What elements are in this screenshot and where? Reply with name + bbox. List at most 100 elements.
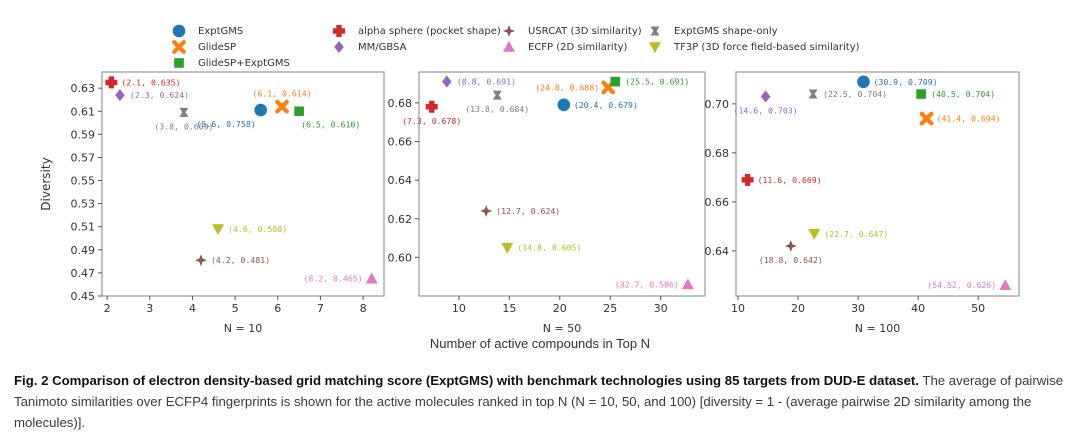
data-point — [916, 89, 926, 99]
legend-label: ECFP (2D similarity) — [528, 41, 628, 53]
data-point — [919, 111, 934, 126]
x-tick-label: 3 — [146, 302, 153, 315]
data-point — [194, 254, 207, 267]
data-label: (32.7, 0.586) — [615, 279, 679, 289]
x-tick-label: 25 — [603, 302, 617, 315]
shared-x-axis-label: Number of active compounds in Top N — [429, 336, 651, 351]
y-tick-label: 0.55 — [71, 175, 96, 188]
data-point — [115, 89, 125, 102]
data-label: (22.5, 0.704) — [823, 89, 887, 99]
data-label: (13.8, 0.684) — [465, 104, 529, 114]
data-label: (6.1, 0.614) — [252, 89, 311, 99]
legend-item: ExptGMS — [172, 24, 243, 38]
y-tick-label: 0.49 — [71, 244, 96, 257]
data-point — [808, 89, 818, 99]
y-tick-label: 0.62 — [388, 213, 413, 226]
scatter-panel-3: 10 20 30 40 50 0.64 0.66 0.68 0.70 N = 100 (30.9, … — [705, 71, 1020, 335]
data-label: (6.5, 0.610) — [301, 119, 360, 129]
data-label: (41.4, 0.694) — [937, 114, 1001, 124]
legend-item: GlideSP — [172, 40, 236, 54]
legend-label: alpha sphere (pocket shape) — [358, 25, 501, 37]
y-axis-label: Diversity — [39, 157, 53, 210]
data-point — [105, 76, 118, 89]
legend-item: GlideSP+ExptGMS — [172, 56, 290, 70]
x-tick-label: 15 — [502, 302, 516, 315]
data-label: (14.6, 0.703) — [734, 106, 798, 116]
y-tick-label: 0.61 — [71, 105, 96, 118]
data-label: (18.8, 0.642) — [759, 255, 823, 265]
data-point — [442, 75, 452, 88]
legend-label: ExptGMS — [198, 25, 244, 37]
y-tick-label: 0.60 — [388, 251, 413, 264]
legend-marker-icon — [650, 26, 660, 36]
figure-panels: Diversity 2 3 4 5 6 7 8 0.45 0.47 0.49 0.51 0.53 0.5… — [39, 71, 1020, 335]
data-label: (11.6, 0.669) — [758, 175, 822, 185]
legend-label: MM/GBSA — [358, 41, 407, 53]
plot-frame — [101, 71, 385, 297]
data-point — [365, 272, 378, 284]
legend-item: ECFP (2D similarity) — [502, 40, 627, 54]
data-label: (24.8, 0.688) — [535, 82, 599, 92]
scatter-panel-1: 2 3 4 5 6 7 8 0.45 0.47 0.49 0.51 0.53 0.55 0.57 0.59 0… — [71, 71, 385, 335]
data-label: (14.8, 0.605) — [517, 243, 581, 253]
data-point — [294, 106, 304, 117]
legend-marker-icon — [172, 24, 186, 38]
data-point — [480, 205, 493, 218]
data-label: (2.1, 0.635) — [121, 77, 180, 87]
y-tick-label: 0.66 — [388, 136, 413, 149]
x-tick-label: 10 — [452, 302, 466, 315]
x-tick-label: 10 — [731, 302, 745, 315]
data-point — [254, 103, 268, 117]
data-point — [179, 107, 189, 117]
y-tick-label: 0.59 — [71, 128, 96, 141]
legend-item: USRCAT (3D similarity) — [502, 24, 642, 38]
data-point — [741, 173, 754, 186]
legend-marker-icon — [503, 41, 515, 52]
data-label: (40.5, 0.704) — [931, 89, 995, 99]
data-label: (22.7, 0.647) — [824, 229, 888, 239]
x-tick-label: 5 — [232, 302, 239, 315]
legend-item: alpha sphere (pocket shape) — [332, 24, 501, 38]
data-point — [999, 279, 1012, 291]
legend-label: ExptGMS shape-only — [674, 25, 778, 37]
y-tick-label: 0.66 — [705, 196, 730, 209]
y-tick-label: 0.68 — [705, 147, 730, 160]
data-label: (12.7, 0.624) — [496, 206, 560, 216]
legend-marker-icon — [172, 40, 186, 54]
data-point — [212, 224, 225, 236]
x-tick-label: 20 — [553, 302, 567, 315]
legend-marker-icon — [334, 41, 344, 53]
data-label: (2.3, 0.624) — [130, 90, 189, 100]
y-tick-label: 0.64 — [388, 174, 413, 187]
y-tick-label: 0.63 — [71, 82, 96, 95]
x-tick-label: 6 — [274, 302, 281, 315]
data-point — [784, 240, 797, 253]
legend-marker-icon — [503, 25, 515, 37]
data-label: (8.8, 0.691) — [457, 77, 516, 87]
x-tick-label: 30 — [654, 302, 668, 315]
y-tick-label: 0.47 — [71, 267, 96, 280]
data-label: (4.2, 0.481) — [211, 255, 270, 265]
legend-item: MM/GBSA — [332, 40, 406, 54]
data-label: (3.8, 0.609) — [154, 121, 213, 131]
data-point — [760, 90, 771, 103]
legend-label: TF3P (3D force field-based similarity) — [674, 41, 860, 53]
data-point — [681, 278, 694, 290]
data-point — [425, 100, 438, 113]
x-tick-label: 50 — [971, 302, 985, 315]
y-tick-label: 0.45 — [71, 290, 96, 303]
data-label: (54.52, 0.626) — [927, 280, 996, 290]
data-point — [610, 76, 621, 87]
data-label: (25.5, 0.691) — [625, 77, 689, 87]
legend-marker-icon — [333, 25, 345, 37]
figure-caption: Fig. 2 Comparison of electron density-ba… — [14, 370, 1070, 433]
y-tick-label: 0.64 — [705, 245, 730, 258]
x-tick-label: 4 — [189, 302, 196, 315]
scatter-panel-2: 10 15 20 25 30 0.60 0.62 0.64 0.66 0.68 N = 50 (20.… — [388, 71, 706, 335]
legend-label: GlideSP+ExptGMS — [198, 57, 290, 69]
x-tick-label: 8 — [360, 302, 367, 315]
data-point — [557, 98, 571, 112]
data-point — [275, 99, 289, 114]
x-tick-label: 40 — [911, 302, 925, 315]
y-tick-label: 0.70 — [705, 98, 730, 111]
